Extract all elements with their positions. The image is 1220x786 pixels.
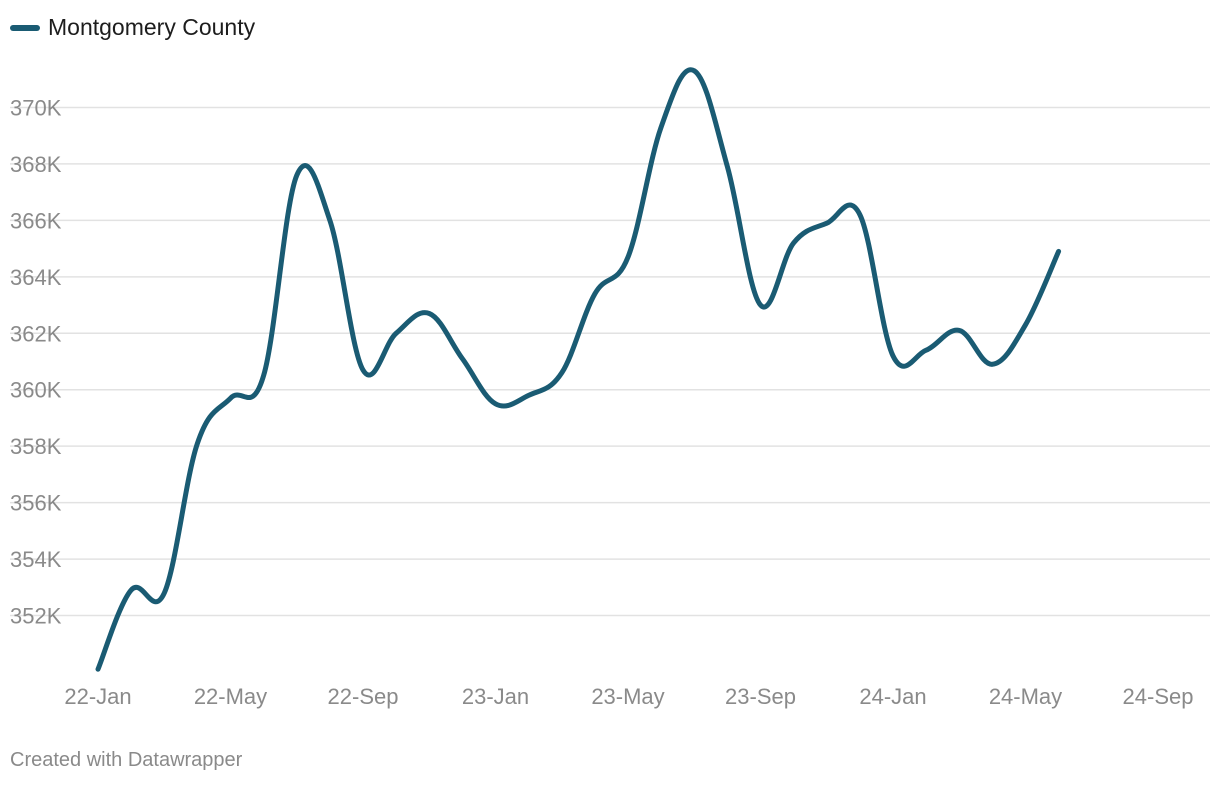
- y-tick-label: 360K: [10, 378, 62, 403]
- y-tick-label: 352K: [10, 604, 62, 629]
- y-tick-label: 368K: [10, 152, 62, 177]
- x-tick-label: 24-Sep: [1123, 684, 1194, 709]
- x-tick-label: 23-May: [591, 684, 664, 709]
- x-tick-label: 24-Jan: [859, 684, 926, 709]
- x-axis: 22-Jan 22-May 22-Sep 23-Jan 23-May 23-Sep 24-J…: [64, 684, 1193, 709]
- legend: Montgomery County: [10, 14, 255, 41]
- x-tick-label: 23-Sep: [725, 684, 796, 709]
- y-axis: 352K 354K 356K 358K 360K 362K 364K 366K 368K 370K: [10, 95, 62, 628]
- y-tick-label: 364K: [10, 265, 62, 290]
- y-tick-label: 366K: [10, 208, 62, 233]
- legend-swatch: [10, 24, 40, 31]
- gridlines: [10, 106, 1210, 617]
- y-tick-label: 370K: [10, 95, 62, 120]
- y-tick-label: 356K: [10, 491, 62, 516]
- x-tick-label: 24-May: [989, 684, 1062, 709]
- legend-label: Montgomery County: [48, 14, 256, 40]
- y-tick-label: 362K: [10, 321, 62, 346]
- series-line: [95, 67, 1062, 672]
- x-tick-label: 22-May: [194, 684, 267, 709]
- x-tick-label: 22-Jan: [64, 684, 131, 709]
- footer-credit: Created with Datawrapper: [10, 749, 243, 771]
- y-tick-label: 354K: [10, 547, 62, 572]
- y-tick-label: 358K: [10, 434, 62, 459]
- x-tick-label: 23-Jan: [462, 684, 529, 709]
- x-tick-label: 22-Sep: [328, 684, 399, 709]
